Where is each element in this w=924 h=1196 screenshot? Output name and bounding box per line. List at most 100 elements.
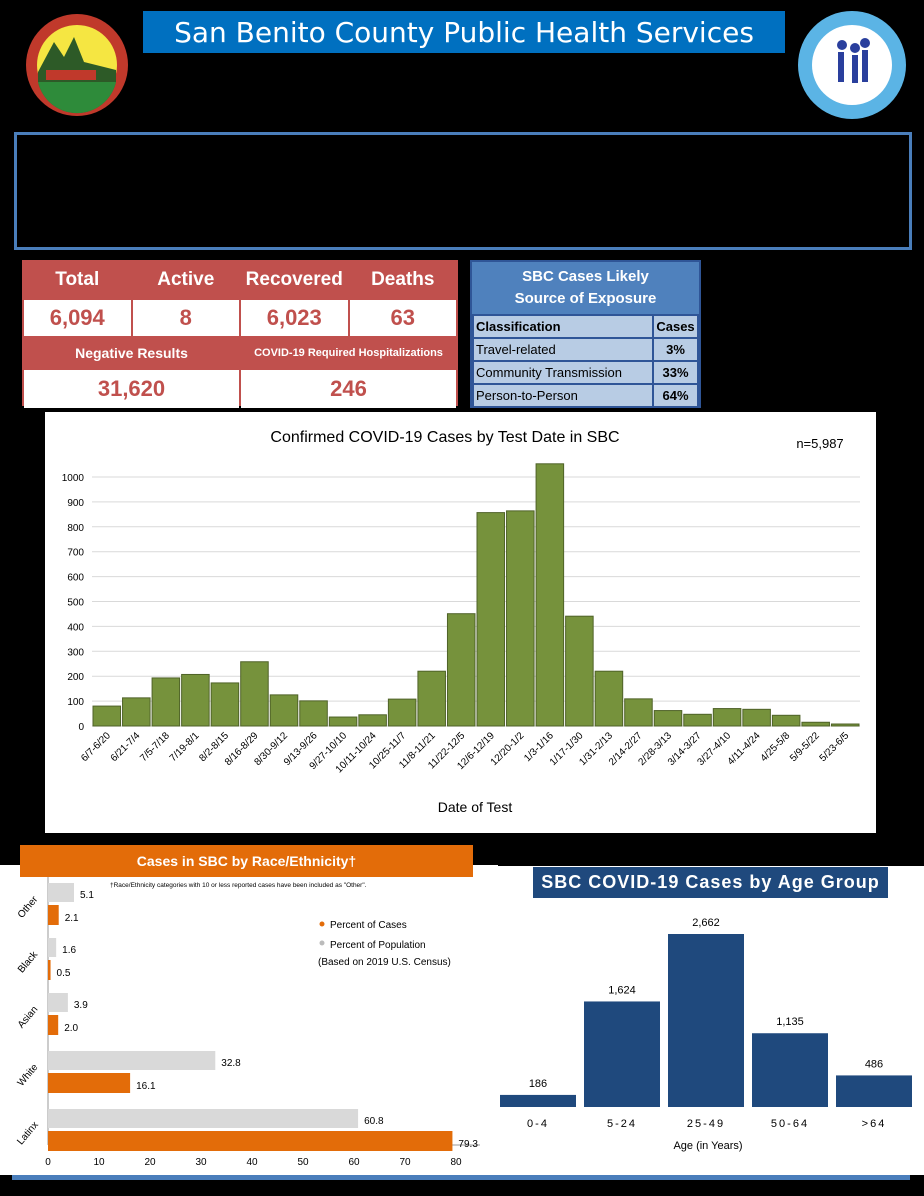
bar-cases xyxy=(48,1131,453,1151)
bar xyxy=(387,698,417,727)
bar xyxy=(584,1001,660,1107)
total-value: 6,094 xyxy=(24,300,131,336)
bar-cases xyxy=(48,1015,59,1035)
bottom-divider xyxy=(12,1175,910,1180)
data-label: 32.8 xyxy=(221,1058,241,1069)
bar xyxy=(506,510,535,727)
x-tick-label: 70 xyxy=(399,1157,411,1168)
x-tick-label: 6/21-7/4 xyxy=(109,730,143,764)
row-value: 3% xyxy=(652,337,699,362)
legend-population: Percent of Population xyxy=(330,940,426,951)
legend-marker-cases xyxy=(319,921,325,927)
y-tick-label: 200 xyxy=(67,672,84,683)
category-label: Latinx xyxy=(15,1120,41,1148)
data-label: 186 xyxy=(529,1078,547,1090)
bar xyxy=(92,705,122,727)
x-tick-label: 7/19-8/1 xyxy=(168,730,202,764)
row-label: Travel-related xyxy=(472,337,654,362)
x-tick-label: >64 xyxy=(862,1118,887,1130)
y-tick-label: 700 xyxy=(67,548,84,559)
y-tick-label: 1000 xyxy=(62,473,85,484)
data-label: 79.3 xyxy=(458,1139,478,1150)
data-label: 1.6 xyxy=(62,945,76,956)
y-tick-label: 400 xyxy=(67,622,84,633)
x-tick-label: 60 xyxy=(348,1157,360,1168)
data-label: 60.8 xyxy=(364,1116,384,1127)
x-tick-label: 5-24 xyxy=(607,1118,637,1130)
data-label: 2.1 xyxy=(65,913,79,924)
data-label: 2,662 xyxy=(692,917,720,929)
bar xyxy=(328,716,358,727)
x-tick-label: 4/11-4/24 xyxy=(726,730,763,767)
x-tick-label: 0-4 xyxy=(527,1118,549,1130)
category-label: Other xyxy=(16,894,41,921)
bar-cases xyxy=(48,905,59,925)
y-tick-label: 600 xyxy=(67,573,84,584)
recovered-label: Recovered xyxy=(245,269,343,290)
y-tick-label: 300 xyxy=(67,647,84,658)
data-label: 1,135 xyxy=(776,1016,804,1028)
x-tick-label: 0 xyxy=(45,1157,51,1168)
active-value: 8 xyxy=(132,300,239,336)
col-classification: Classification xyxy=(472,314,654,339)
bar xyxy=(565,615,594,727)
bar xyxy=(801,721,830,727)
bar xyxy=(476,512,506,727)
bar xyxy=(742,708,771,727)
bar xyxy=(269,694,299,727)
bar xyxy=(358,714,387,727)
bar-cases xyxy=(48,1073,131,1093)
bar xyxy=(594,670,624,727)
y-tick-label: 0 xyxy=(78,722,84,733)
data-label: 16.1 xyxy=(136,1081,156,1092)
y-tick-label: 900 xyxy=(67,498,84,509)
bar xyxy=(181,673,210,727)
recovered-value: 6,023 xyxy=(241,300,348,336)
bar xyxy=(771,714,801,727)
data-label: 5.1 xyxy=(80,890,94,901)
active-label: Active xyxy=(157,269,215,290)
bar-population xyxy=(48,938,57,957)
deaths-value: 63 xyxy=(349,300,456,336)
x-tick-label: 20 xyxy=(144,1157,156,1168)
row-value: 33% xyxy=(652,360,699,385)
case-stats-table: Total Active Recovered Deaths 6,094 8 6,… xyxy=(22,260,458,408)
exposure-table: SBC Cases Likely Source of Exposure Class… xyxy=(470,260,701,408)
hosp-label: COVID-19 Required Hospitalizations xyxy=(254,347,443,359)
bar xyxy=(653,710,683,727)
table-row: Community Transmission 33% xyxy=(472,360,699,385)
negative-value: 31,620 xyxy=(24,370,239,408)
chart-title: Confirmed COVID-19 Cases by Test Date in… xyxy=(270,429,619,446)
deaths-label: Deaths xyxy=(371,269,435,290)
data-label: 486 xyxy=(865,1058,883,1070)
bar xyxy=(299,700,328,727)
bar xyxy=(240,661,269,727)
age-group-chart: Age (in Years) 186 0-4 1,624 5-24 2,662 25-49… xyxy=(500,917,912,1152)
exposure-title-line1: SBC Cases Likely xyxy=(522,268,649,285)
legend-note: (Based on 2019 U.S. Census) xyxy=(318,957,451,968)
exposure-title: SBC Cases Likely Source of Exposure xyxy=(472,262,699,314)
cases-by-test-date-chart: Confirmed COVID-19 Cases by Test Date in… xyxy=(45,412,876,833)
legend-cases: Percent of Cases xyxy=(330,920,407,931)
x-tick-label: 10 xyxy=(93,1157,105,1168)
race-ethnicity-chart: †Race/Ethnicity categories with 10 or le… xyxy=(15,877,480,1168)
bar xyxy=(712,708,742,727)
bar xyxy=(624,698,653,727)
bar xyxy=(830,723,860,727)
bar-population xyxy=(48,883,75,902)
race-footnote: †Race/Ethnicity categories with 10 or le… xyxy=(110,882,367,889)
bar xyxy=(683,713,712,727)
bar xyxy=(446,613,476,727)
negative-label: Negative Results xyxy=(75,345,188,361)
hosp-value: 246 xyxy=(241,370,456,408)
x-tick-label: 6/7-6/20 xyxy=(79,730,113,764)
x-tick-label: 30 xyxy=(195,1157,207,1168)
bar xyxy=(752,1033,828,1107)
page-title: San Benito County Public Health Services xyxy=(143,11,785,53)
x-tick-label: 80 xyxy=(450,1157,462,1168)
x-tick-label: 5/23-6/5 xyxy=(818,730,852,764)
table-row: Person-to-Person 64% xyxy=(472,383,699,408)
bar xyxy=(417,670,446,727)
bar-population xyxy=(48,1109,359,1128)
category-label: White xyxy=(16,1062,41,1089)
